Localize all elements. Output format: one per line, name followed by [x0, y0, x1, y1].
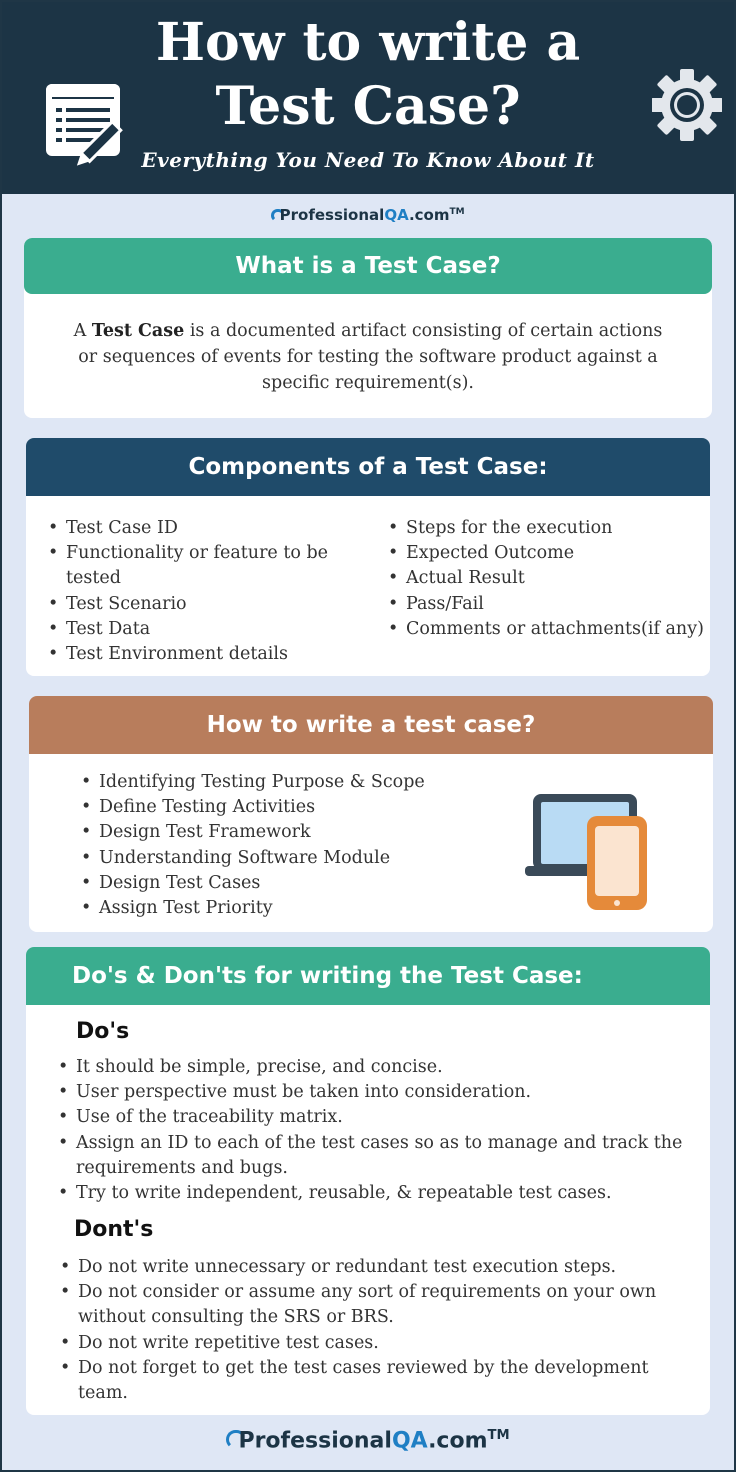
logo-tm: TM [449, 207, 465, 217]
list-item: Do not forget to get the test cases revi… [58, 1356, 698, 1406]
dos-title: Do's [76, 1019, 130, 1044]
list-item: Do not write repetitive test cases. [58, 1331, 698, 1356]
logo-brand: Professional [238, 1428, 392, 1454]
definition-text: is a documented artifact consisting of c… [78, 321, 663, 393]
list-item: It should be simple, precise, and concis… [56, 1055, 686, 1080]
logo-domain: .com [428, 1428, 488, 1454]
components-list-right: Steps for the execution Expected Outcome… [386, 516, 706, 667]
document-edit-icon [46, 84, 123, 166]
list-item: Identifying Testing Purpose & Scope [79, 770, 713, 795]
components-heading: Components of a Test Case: [26, 438, 710, 496]
laptop-phone-icon [525, 794, 647, 910]
list-item: Do not consider or assume any sort of re… [58, 1280, 698, 1330]
list-item: Assign Test Priority [79, 896, 713, 921]
list-item: Do not write unnecessary or redundant te… [58, 1255, 698, 1280]
list-item: Functionality or feature to be tested [46, 541, 386, 591]
how-to-steps: Identifying Testing Purpose & Scope Defi… [29, 754, 713, 921]
list-item: Understanding Software Module [79, 846, 713, 871]
list-item: Comments or attachments(if any) [386, 617, 706, 642]
logo-tm: TM [487, 1428, 510, 1443]
page-subtitle: Everything You Need To Know About It [141, 148, 595, 172]
logo-swoosh-icon [226, 1429, 247, 1450]
how-to-card: How to write a test case? Identifying Te… [29, 696, 713, 932]
logo-domain: .com [408, 206, 450, 224]
list-item: Expected Outcome [386, 541, 706, 566]
definition-prefix: A [73, 321, 92, 341]
page-title-line2: Test Case? [215, 76, 521, 137]
logo-accent: QA [384, 206, 409, 224]
components-card: Components of a Test Case: Test Case ID … [26, 438, 710, 676]
logo-swoosh-icon [271, 208, 285, 222]
list-item: Design Test Framework [79, 820, 713, 845]
logo-accent: QA [391, 1428, 429, 1454]
list-item: User perspective must be taken into cons… [56, 1080, 686, 1105]
list-item: Actual Result [386, 566, 706, 591]
page-title-line1: How to write a [155, 12, 581, 73]
list-item: Test Case ID [46, 516, 386, 541]
brand-logo-bottom: ProfessionalQA.comTM [2, 1428, 734, 1453]
dos-donts-heading: Do's & Don'ts for writing the Test Case: [26, 947, 710, 1005]
what-is-definition: A Test Case is a documented artifact con… [24, 294, 712, 396]
what-is-heading: What is a Test Case? [24, 238, 712, 294]
definition-term: Test Case [91, 321, 185, 341]
list-item: Design Test Cases [79, 871, 713, 896]
brand-logo-top: ProfessionalQA.comTM [2, 206, 734, 224]
components-list-left: Test Case ID Functionality or feature to… [46, 516, 386, 667]
donts-list: Do not write unnecessary or redundant te… [58, 1255, 698, 1406]
list-item: Test Scenario [46, 592, 386, 617]
dos-list: It should be simple, precise, and concis… [56, 1055, 686, 1206]
header-banner: How to write a Test Case? Everything You… [2, 2, 734, 194]
donts-title: Dont's [74, 1217, 154, 1242]
how-to-heading: How to write a test case? [29, 696, 713, 754]
gear-icon [652, 69, 722, 141]
dos-donts-card: Do's & Don'ts for writing the Test Case:… [26, 947, 710, 1415]
list-item: Steps for the execution [386, 516, 706, 541]
list-item: Test Data [46, 617, 386, 642]
logo-brand: Professional [279, 206, 385, 224]
list-item: Define Testing Activities [79, 795, 713, 820]
list-item: Try to write independent, reusable, & re… [56, 1181, 686, 1206]
list-item: Test Environment details [46, 642, 386, 667]
list-item: Pass/Fail [386, 592, 706, 617]
list-item: Assign an ID to each of the test cases s… [56, 1131, 686, 1181]
list-item: Use of the traceability matrix. [56, 1105, 686, 1130]
what-is-card: What is a Test Case? A Test Case is a do… [24, 238, 712, 418]
